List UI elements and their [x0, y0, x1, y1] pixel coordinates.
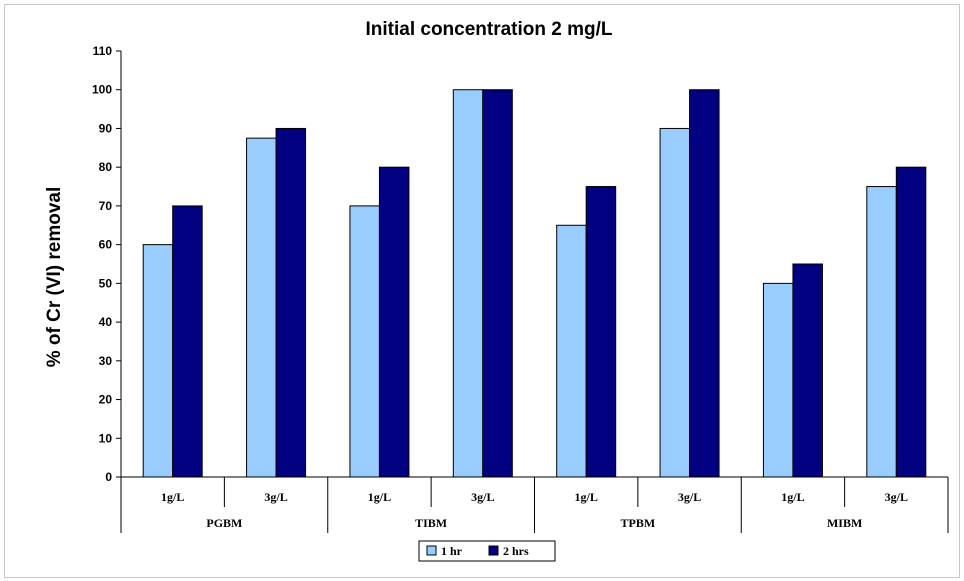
y-tick-label: 110 — [93, 44, 113, 58]
x-tick-label: 3g/L — [264, 490, 287, 504]
y-tick-label: 0 — [105, 470, 112, 484]
y-axis-label: % of Cr (VI) removal — [44, 187, 65, 368]
bar-2-hrs — [275, 127, 307, 478]
chart-title: Initial concentration 2 mg/L — [365, 19, 612, 40]
y-tick-label: 80 — [99, 160, 113, 174]
x-tick-label: 1g/L — [575, 490, 598, 504]
bar-1-hr — [452, 89, 484, 478]
chart-frame: Initial concentration 2 mg/L % of Cr (VI… — [4, 4, 960, 578]
bar-1-hr — [349, 205, 380, 478]
y-tick-label: 50 — [99, 276, 113, 290]
bar-2-hrs — [689, 89, 720, 478]
legend-swatch — [488, 545, 499, 556]
bar-1-hr — [762, 282, 794, 478]
legend-box — [418, 540, 556, 562]
bar-2-hrs — [792, 263, 823, 478]
bar-2-hrs — [895, 166, 927, 478]
x-tick-label: 3g/L — [885, 490, 908, 504]
bar-2-hrs — [172, 205, 203, 478]
group-label: TPBM — [621, 516, 656, 530]
bar-chart: Initial concentration 2 mg/L % of Cr (VI… — [44, 19, 949, 562]
y-tick-label: 60 — [99, 238, 113, 252]
group-label: MIBM — [827, 516, 862, 530]
x-tick-label: 1g/L — [781, 490, 804, 504]
x-tick-label: 3g/L — [678, 490, 701, 504]
bar-2-hrs — [585, 186, 617, 478]
legend-label: 1 hr — [441, 544, 463, 558]
group-label: PGBM — [206, 516, 242, 530]
bar-2-hrs — [378, 166, 410, 478]
x-tick-label: 1g/L — [161, 490, 184, 504]
y-tick-label: 30 — [99, 354, 113, 368]
bar-1-hr — [659, 127, 691, 478]
x-tick-label: 3g/L — [471, 490, 494, 504]
y-tick-label: 10 — [99, 431, 113, 445]
bar-1-hr — [246, 137, 277, 478]
plot-area: 0 10 20 30 40 50 60 70 80 90 100 110 1g/L 3g/L 1g/L 3g/… — [92, 44, 949, 533]
y-tick-label: 40 — [99, 315, 113, 329]
group-label: TIBM — [415, 516, 447, 530]
legend-label: 2 hrs — [503, 544, 529, 558]
x-tick-label: 1g/L — [368, 490, 391, 504]
legend-swatch — [426, 545, 437, 556]
y-tick-label: 100 — [92, 83, 112, 97]
y-tick-label: 70 — [99, 199, 113, 213]
y-tick-label: 20 — [99, 393, 113, 407]
legend: 1 hr 2 hrs — [418, 540, 556, 562]
bar-1-hr — [866, 186, 897, 478]
y-tick-label: 90 — [99, 121, 113, 135]
bar-1-hr — [142, 244, 174, 478]
bar-1-hr — [556, 224, 587, 478]
bar-2-hrs — [482, 89, 513, 478]
